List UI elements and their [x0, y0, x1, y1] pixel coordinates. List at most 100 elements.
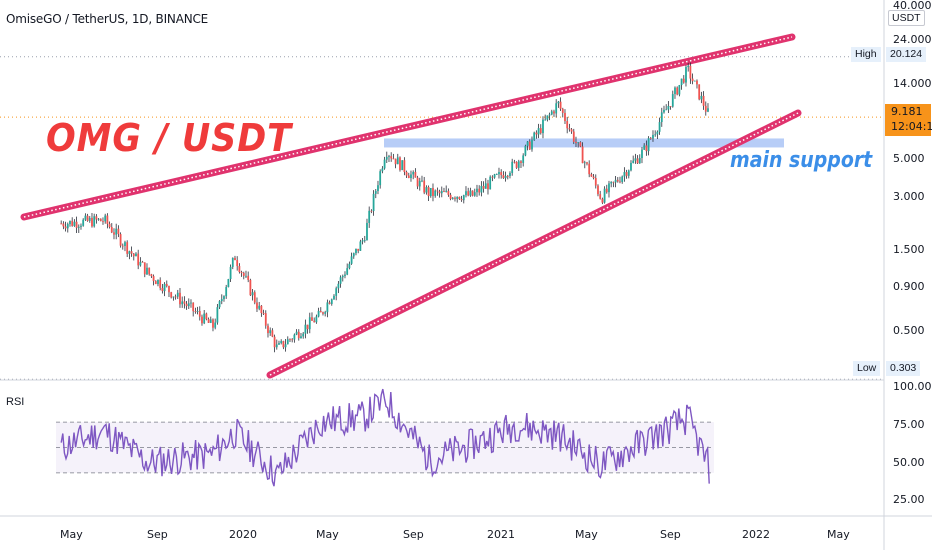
candle-body [209, 319, 212, 323]
candle-body [234, 257, 236, 261]
candle-body [251, 292, 254, 296]
candle-body [168, 286, 170, 293]
time-tick: Sep [147, 528, 168, 541]
candle-body [667, 106, 670, 110]
candle-body [517, 161, 520, 168]
candle-body [645, 145, 648, 152]
candle-body [348, 263, 351, 269]
candle-body [566, 121, 569, 129]
candle-body [570, 129, 573, 132]
candle-body [579, 142, 582, 147]
candle-body [231, 257, 234, 267]
candle-body [423, 180, 426, 193]
rsi-label[interactable]: RSI [6, 396, 25, 408]
price-tick: 1.500 [893, 243, 925, 256]
candle-body [192, 302, 195, 312]
candle-body [506, 176, 509, 177]
candle-body [245, 275, 247, 277]
rsi-pane [56, 388, 714, 487]
candle-body [185, 303, 188, 307]
candle-body [658, 122, 661, 132]
candle-body [60, 223, 63, 225]
candle-body [267, 325, 269, 334]
candle-body [392, 158, 395, 160]
candle-body [559, 101, 562, 109]
candle-body [372, 193, 375, 212]
candle-body [141, 261, 144, 263]
candle-body [548, 114, 551, 116]
candle-body [385, 156, 388, 160]
candle-body [350, 256, 353, 264]
candle-body [575, 141, 577, 144]
time-tick: 2020 [229, 528, 257, 541]
currency-unit-badge[interactable]: USDT [888, 10, 925, 26]
candle-body [113, 232, 115, 235]
candle-body [152, 276, 155, 282]
time-tick: May [827, 528, 850, 541]
candle-body [625, 172, 628, 176]
candle-body [311, 317, 313, 321]
candle-body [520, 161, 522, 163]
last-price-badge: 9.181 12:04:13 [885, 104, 932, 136]
price-tick: 0.900 [893, 280, 925, 293]
candle-body [588, 163, 591, 175]
candle-body [601, 198, 604, 203]
candle-body [355, 248, 357, 254]
candle-body [150, 274, 153, 277]
candle-body [337, 283, 340, 289]
candle-body [511, 161, 514, 173]
candle-body [88, 217, 91, 221]
candle-body [665, 109, 668, 111]
candle-body [240, 272, 243, 273]
candle-body [535, 132, 538, 135]
bar-countdown: 12:04:13 [891, 120, 932, 133]
candle-body [597, 185, 599, 195]
candle-body [467, 191, 470, 196]
candle-body [647, 138, 650, 152]
candle-body [291, 339, 294, 341]
candle-body [522, 155, 525, 163]
candle-body [693, 80, 696, 82]
candle-body [174, 296, 177, 298]
candle-body [557, 101, 560, 104]
candle-body [495, 174, 498, 176]
candle-body [465, 191, 467, 196]
candle-body [707, 108, 709, 112]
candle-body [357, 248, 360, 251]
price-tick: 24.000 [893, 33, 932, 46]
candle-body [656, 131, 659, 135]
candle-body [482, 185, 485, 189]
candle-body [462, 195, 465, 201]
candle-body [608, 183, 610, 193]
candle-body [542, 119, 544, 134]
candle-body [341, 275, 344, 278]
candle-body [489, 176, 492, 190]
upper-channel-line-inner [23, 36, 793, 218]
candle-body [555, 103, 558, 114]
candle-body [691, 78, 694, 82]
candle-body [317, 310, 320, 317]
candle-body [680, 78, 683, 86]
candle-body [405, 171, 408, 176]
rsi-tick: 25.00 [893, 493, 925, 506]
candle-body [526, 141, 529, 146]
candle-body [300, 336, 302, 339]
candle-body [295, 331, 298, 335]
candle-body [377, 185, 379, 192]
support-zone-band [384, 138, 784, 148]
candle-body [605, 188, 608, 193]
candle-body [487, 183, 489, 190]
candle-body [451, 197, 454, 199]
candle-body [106, 215, 109, 224]
candle-body [333, 295, 335, 300]
symbol-header[interactable]: OmiseGO / TetherUS, 1D, BINANCE [6, 12, 209, 26]
candle-body [592, 176, 595, 179]
candle-body [704, 105, 707, 112]
candle-body [306, 324, 309, 330]
price-tick: 3.000 [893, 190, 925, 203]
candle-body [104, 215, 107, 222]
candle-body [102, 221, 104, 222]
candle-body [280, 341, 283, 344]
